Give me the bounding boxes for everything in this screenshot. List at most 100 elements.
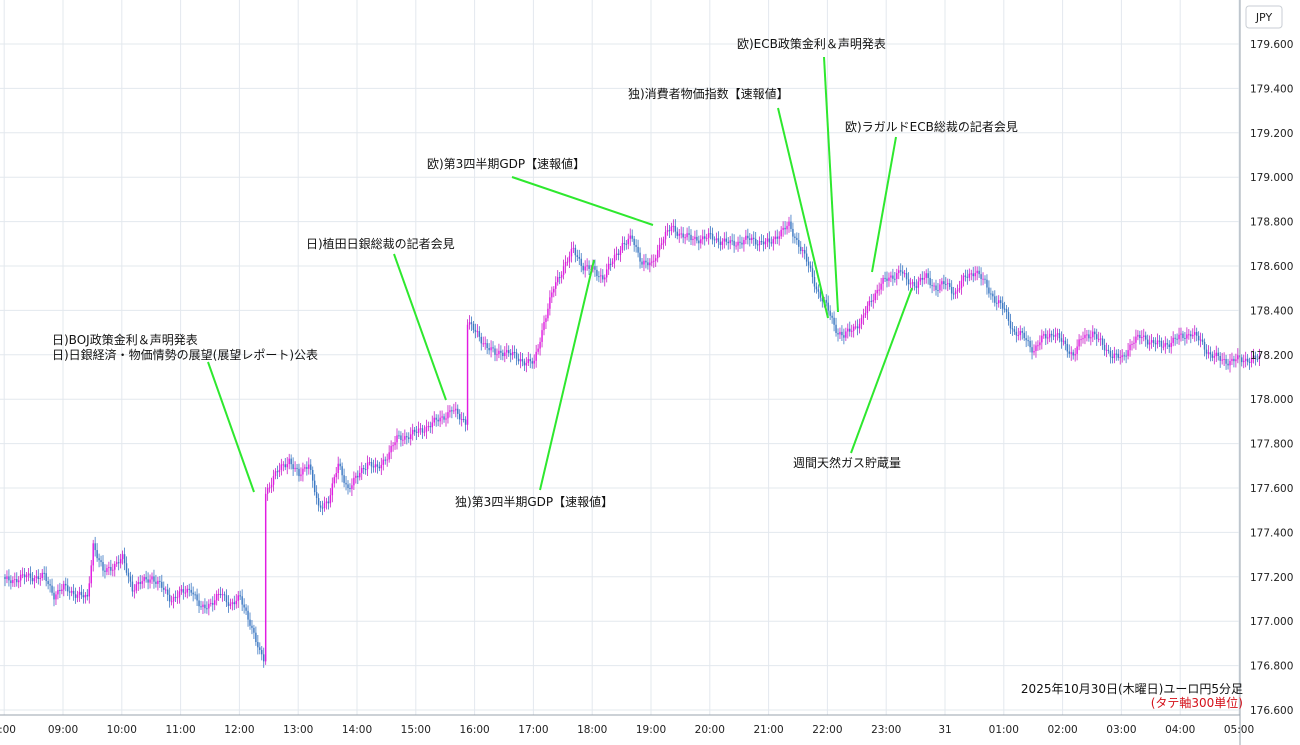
candle-body (749, 238, 751, 241)
candle-body (1088, 334, 1090, 339)
candle-body (484, 343, 486, 345)
candle-body (901, 271, 904, 274)
candle-body (1090, 337, 1092, 339)
candle-body (605, 269, 608, 278)
candle-body (1025, 338, 1027, 341)
candle-body (47, 581, 49, 585)
candle-body (1127, 350, 1129, 357)
candle-body (555, 282, 557, 289)
candle-body (600, 275, 602, 277)
candle-body (84, 594, 87, 598)
candle-body (464, 419, 467, 425)
candle-body (513, 352, 516, 354)
candle-body (310, 464, 312, 470)
candle-body (57, 589, 59, 595)
x-tick-label: 18:00 (577, 724, 607, 736)
candle-body (1129, 344, 1131, 351)
candle-body (682, 233, 684, 238)
candle-body (366, 462, 369, 470)
candle-body (1207, 352, 1210, 354)
candle-body (1193, 332, 1196, 335)
x-tick-label: 22:00 (812, 724, 842, 736)
candle-body (639, 252, 641, 262)
candle-body (698, 240, 700, 244)
candle-body (1097, 338, 1100, 340)
candle-body (625, 243, 628, 245)
candle-body (1084, 334, 1086, 339)
candle-body (535, 351, 537, 361)
candle-body (82, 595, 85, 598)
candle-body (678, 233, 680, 236)
candle-body (927, 273, 929, 278)
candle-body (1211, 354, 1214, 358)
candle-body (286, 464, 288, 468)
candle-body (90, 565, 92, 584)
candle-body (1178, 334, 1180, 340)
candle-body (1143, 335, 1145, 337)
candle-body (817, 289, 820, 292)
candle-body (133, 590, 136, 592)
candle-body (507, 350, 510, 354)
candle-body (39, 577, 42, 579)
candle-body (676, 231, 679, 236)
candle-body (874, 293, 876, 301)
candle-body (43, 572, 45, 574)
candle-body (645, 260, 647, 263)
candle-body (1080, 339, 1082, 341)
candle-body (302, 468, 304, 475)
candle-body (180, 589, 183, 592)
candle-body (894, 278, 896, 280)
candle-body (666, 230, 669, 232)
candle-body (747, 235, 749, 239)
candle-body (731, 240, 733, 242)
candle-body (960, 280, 963, 289)
candle-body (255, 632, 257, 643)
candle-body (1180, 333, 1182, 335)
candle-body (805, 253, 808, 262)
candle-body (257, 642, 259, 648)
candle-body (1125, 355, 1127, 357)
x-tick-label: 10:00 (107, 724, 137, 736)
candle-body (1119, 357, 1121, 359)
candle-body (119, 559, 122, 564)
candle-body (343, 475, 345, 483)
candle-body (950, 286, 953, 294)
candle-body (249, 619, 251, 626)
candle-body (604, 277, 606, 280)
y-tick-label: 178.400 (1250, 305, 1293, 317)
candle-body (980, 274, 982, 280)
candle-body (345, 482, 347, 485)
candle-body (443, 416, 445, 420)
candle-body (188, 588, 190, 590)
candle-body (839, 331, 841, 335)
candle-body (172, 596, 175, 602)
candle-body (876, 290, 878, 294)
candle-body (952, 293, 955, 295)
x-tick-label: 05:00 (1224, 724, 1254, 736)
candle-body (847, 328, 849, 332)
candle-body (917, 281, 920, 288)
candle-body (966, 276, 969, 278)
candle-body (1188, 334, 1190, 336)
candle-body (404, 436, 406, 440)
candle-body (1184, 337, 1186, 339)
candle-body (635, 245, 637, 247)
candle-body (613, 254, 616, 262)
candle-body (1252, 355, 1255, 358)
candle-body (472, 323, 475, 330)
candle-body (574, 247, 577, 256)
candle-body (1133, 342, 1135, 344)
candle-body (166, 589, 169, 595)
candle-body (202, 604, 204, 607)
candle-body (629, 235, 631, 239)
candle-body (1237, 355, 1239, 360)
candle-body (984, 278, 986, 280)
candle-body (68, 591, 71, 593)
candle-body (819, 291, 822, 298)
currency-label: JPY (1255, 11, 1273, 24)
candle-body (860, 317, 863, 324)
candle-body (660, 243, 663, 245)
candle-body (270, 484, 273, 488)
candle-body (594, 266, 596, 270)
candle-body (1099, 338, 1102, 340)
